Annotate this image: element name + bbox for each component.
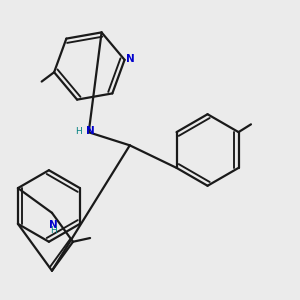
Text: H: H (50, 226, 57, 236)
Text: H: H (75, 127, 82, 136)
Text: N: N (49, 220, 58, 230)
Text: N: N (126, 54, 134, 64)
Text: N: N (85, 126, 94, 136)
